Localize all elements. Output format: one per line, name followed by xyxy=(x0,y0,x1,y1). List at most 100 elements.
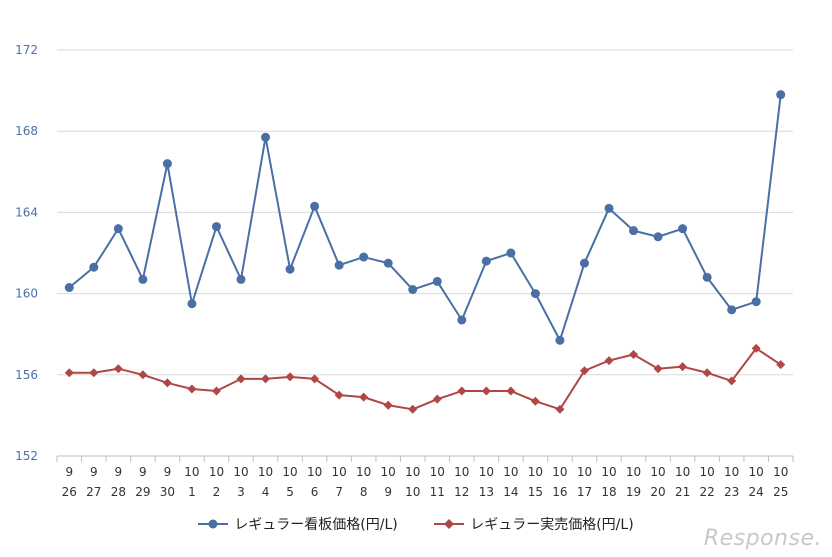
series-1-point-20 xyxy=(555,404,565,414)
x-tick-day-25: 21 xyxy=(675,485,690,499)
series-0-point-29 xyxy=(776,90,786,100)
x-tick-day-22: 18 xyxy=(601,485,616,499)
series-1-point-15 xyxy=(432,394,442,404)
series-1-point-28 xyxy=(751,343,761,353)
x-tick-month-0: 9 xyxy=(65,465,73,479)
x-tick-day-19: 15 xyxy=(528,485,543,499)
legend-item-signboard: レギュラー看板価格(円/L) xyxy=(198,514,398,534)
x-tick-day-0: 26 xyxy=(62,485,77,499)
series-1-point-21 xyxy=(579,366,589,376)
series-0-point-28 xyxy=(751,297,761,307)
series-0-point-13 xyxy=(383,258,393,268)
series-1-point-27 xyxy=(727,376,737,386)
x-tick-month-1: 9 xyxy=(90,465,98,479)
series-0-point-25 xyxy=(678,224,688,234)
x-tick-month-16: 10 xyxy=(454,465,469,479)
series-0-point-17 xyxy=(481,256,491,266)
x-tick-month-21: 10 xyxy=(577,465,592,479)
x-tick-day-15: 11 xyxy=(430,485,445,499)
x-tick-month-20: 10 xyxy=(552,465,567,479)
y-tick-label-1: 156 xyxy=(15,368,38,382)
series-0-point-2 xyxy=(113,224,123,234)
x-tick-month-14: 10 xyxy=(405,465,420,479)
x-tick-day-10: 6 xyxy=(311,485,319,499)
series-0-point-10 xyxy=(310,201,320,211)
series-1-point-19 xyxy=(530,396,540,406)
x-tick-month-22: 10 xyxy=(601,465,616,479)
x-tick-day-26: 22 xyxy=(699,485,714,499)
series-1-point-11 xyxy=(334,390,344,400)
series-0-point-21 xyxy=(579,258,589,268)
watermark-logo: Response. xyxy=(703,526,822,551)
series-1-point-3 xyxy=(138,370,148,380)
series-0-point-15 xyxy=(432,276,442,286)
x-tick-day-11: 7 xyxy=(335,485,343,499)
legend: レギュラー看板価格(円/L) レギュラー実売価格(円/L) xyxy=(0,514,832,535)
legend-item-actual: レギュラー実売価格(円/L) xyxy=(434,514,634,534)
series-1-point-23 xyxy=(629,350,639,359)
x-tick-month-2: 9 xyxy=(115,465,123,479)
series-0-point-7 xyxy=(236,274,246,284)
series-1-point-0 xyxy=(64,368,74,378)
series-1-point-5 xyxy=(187,384,197,394)
x-tick-month-15: 10 xyxy=(430,465,445,479)
x-tick-month-6: 10 xyxy=(209,465,224,479)
series-0-point-20 xyxy=(555,335,565,345)
x-tick-day-4: 30 xyxy=(160,485,175,499)
x-tick-month-12: 10 xyxy=(356,465,371,479)
series-0-point-19 xyxy=(530,289,540,299)
x-tick-day-28: 24 xyxy=(749,485,764,499)
series-0-point-22 xyxy=(604,203,614,213)
series-line-1 xyxy=(69,347,782,411)
series-1-point-18 xyxy=(506,386,516,396)
series-0-point-14 xyxy=(408,285,418,295)
series-1-point-14 xyxy=(408,404,418,414)
y-tick-label-4: 168 xyxy=(15,124,38,138)
series-0-point-9 xyxy=(285,264,295,274)
x-tick-month-26: 10 xyxy=(699,465,714,479)
series-1-point-25 xyxy=(678,362,688,372)
series-1-point-6 xyxy=(211,386,221,396)
x-tick-month-9: 10 xyxy=(282,465,297,479)
x-tick-day-5: 1 xyxy=(188,485,196,499)
series-1-point-26 xyxy=(702,368,712,378)
x-tick-day-24: 20 xyxy=(650,485,665,499)
x-tick-month-10: 10 xyxy=(307,465,322,479)
y-tick-label-5: 172 xyxy=(15,43,38,57)
series-1-point-12 xyxy=(359,392,369,402)
series-0-point-4 xyxy=(162,159,172,169)
x-tick-month-19: 10 xyxy=(528,465,543,479)
series-0-point-12 xyxy=(359,252,369,262)
series-0-point-8 xyxy=(261,132,271,142)
x-tick-month-28: 10 xyxy=(749,465,764,479)
x-tick-day-27: 23 xyxy=(724,485,739,499)
x-tick-month-17: 10 xyxy=(479,465,494,479)
series-1-point-29 xyxy=(776,360,786,370)
x-tick-month-25: 10 xyxy=(675,465,690,479)
x-tick-month-23: 10 xyxy=(626,465,641,479)
y-tick-label-3: 164 xyxy=(15,205,38,219)
series-0-point-27 xyxy=(727,305,737,315)
x-tick-month-13: 10 xyxy=(381,465,396,479)
series-1-point-7 xyxy=(236,374,246,384)
series-1-point-13 xyxy=(383,400,393,410)
x-tick-day-23: 19 xyxy=(626,485,641,499)
x-tick-day-29: 25 xyxy=(773,485,788,499)
legend-label-actual: レギュラー実売価格(円/L) xyxy=(470,517,634,533)
x-tick-month-24: 10 xyxy=(650,465,665,479)
series-1-point-10 xyxy=(310,374,320,384)
x-tick-day-2: 28 xyxy=(111,485,126,499)
series-1-point-16 xyxy=(457,386,467,396)
series-1-point-1 xyxy=(89,368,99,378)
legend-swatch-signboard xyxy=(198,519,229,529)
series-1-point-9 xyxy=(285,372,295,382)
series-0-point-6 xyxy=(211,222,221,232)
series-0-point-3 xyxy=(138,274,148,284)
x-tick-day-13: 9 xyxy=(384,485,392,499)
series-0-point-24 xyxy=(653,232,663,242)
x-tick-day-1: 27 xyxy=(86,485,101,499)
x-tick-day-17: 13 xyxy=(479,485,494,499)
legend-label-signboard: レギュラー看板価格(円/L) xyxy=(234,517,398,533)
x-tick-day-12: 8 xyxy=(360,485,368,499)
x-tick-month-7: 10 xyxy=(233,465,248,479)
